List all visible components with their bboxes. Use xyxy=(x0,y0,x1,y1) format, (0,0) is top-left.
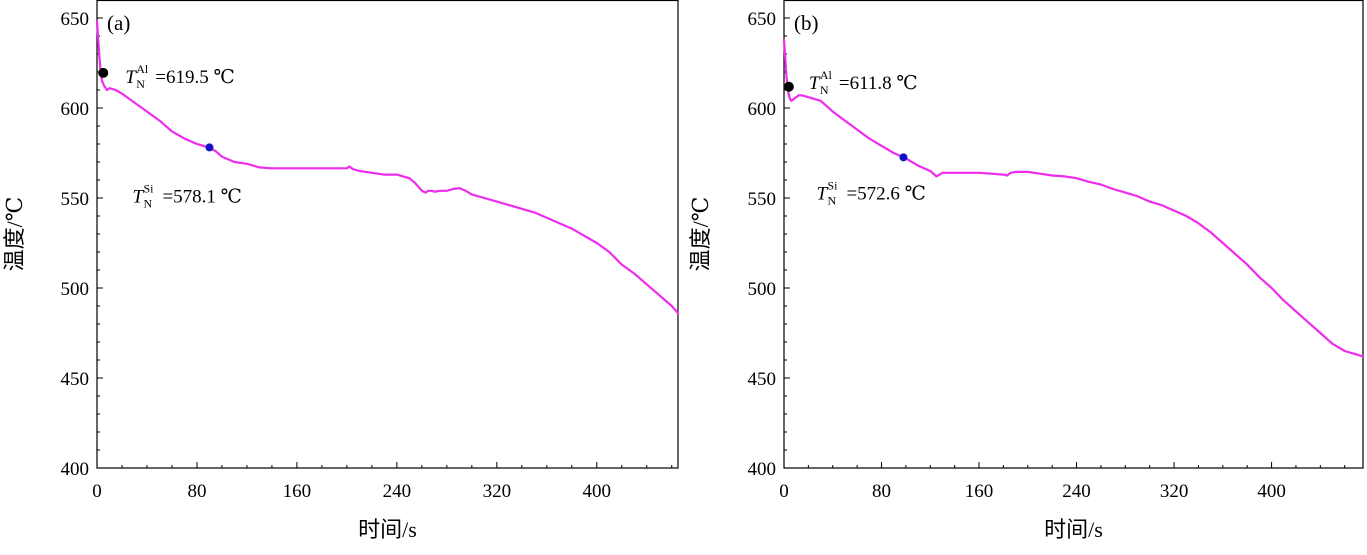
y-tick-label: 450 xyxy=(748,369,777,390)
x-tick-label: 240 xyxy=(383,481,412,502)
y-axis-title: 温度/℃ xyxy=(2,197,27,272)
y-tick-label: 650 xyxy=(61,9,90,30)
chart-panel-2: 400 450 500 550 600 650 0 80 160 240 320 400 时间/s 温度/… xyxy=(688,0,1365,542)
x-tick-label: 80 xyxy=(872,481,891,502)
y-tick-label: 650 xyxy=(748,9,777,30)
chart-panel-1: 400 450 500 550 600 650 0 80 160 240 320 400 时间/s 温度/… xyxy=(2,0,680,542)
y-tick-label: 600 xyxy=(748,99,777,120)
x-tick-label: 160 xyxy=(965,481,994,502)
annotation-superscript: Si xyxy=(827,178,838,192)
annotation-al: T AlN =619.5 ℃ xyxy=(125,62,234,91)
annotation-subscript: N xyxy=(820,83,829,97)
annotation-value: =611.8 ℃ xyxy=(839,73,918,94)
annotation-value: =572.6 ℃ xyxy=(846,183,925,204)
series-line xyxy=(782,38,1365,358)
x-tick-label: 0 xyxy=(92,481,102,502)
annotation-superscript: Si xyxy=(143,181,154,195)
annotation-subscript: N xyxy=(143,196,152,210)
x-tick-label: 320 xyxy=(483,481,512,502)
plot-frame xyxy=(783,0,1364,469)
y-tick-label: 550 xyxy=(61,189,90,210)
x-axis-title: 时间/s xyxy=(358,517,417,542)
annotation-al: T AlN =611.8 ℃ xyxy=(809,68,918,97)
y-axis-title: 温度/℃ xyxy=(688,197,713,272)
y-tick-label: 400 xyxy=(748,459,777,480)
x-axis-title: 时间/s xyxy=(1044,517,1103,542)
annotation-superscript: Al xyxy=(136,62,149,76)
annotation-symbol: T xyxy=(125,67,137,88)
x-tick-label: 0 xyxy=(779,481,789,502)
x-tick-label: 400 xyxy=(583,481,612,502)
panel-label: (a) xyxy=(107,11,130,35)
series-line xyxy=(95,20,680,315)
y-tick-label: 500 xyxy=(748,279,777,300)
x-tick-label: 320 xyxy=(1160,481,1189,502)
nucleation-point-si xyxy=(205,143,214,152)
x-tick-label: 160 xyxy=(283,481,312,502)
annotation-si: T SiN =578.1 ℃ xyxy=(132,181,241,210)
y-tick-label: 500 xyxy=(61,279,90,300)
nucleation-point-si xyxy=(899,153,908,162)
annotation-subscript: N xyxy=(136,77,145,91)
annotation-subscript: N xyxy=(827,193,836,207)
x-tick-label: 80 xyxy=(187,481,206,502)
y-tick-label: 550 xyxy=(748,189,777,210)
nucleation-point-al xyxy=(98,67,109,78)
annotation-value: =619.5 ℃ xyxy=(155,67,234,88)
x-tick-label: 400 xyxy=(1257,481,1286,502)
annotation-superscript: Al xyxy=(820,68,833,82)
annotation-si: T SiN =572.6 ℃ xyxy=(816,178,925,207)
nucleation-point-al xyxy=(783,81,794,92)
y-tick-label: 600 xyxy=(61,99,90,120)
panel-label: (b) xyxy=(794,11,819,35)
annotation-symbol: T xyxy=(816,183,828,204)
annotation-value: =578.1 ℃ xyxy=(162,186,241,207)
y-tick-label: 450 xyxy=(61,369,90,390)
y-tick-label: 400 xyxy=(61,459,90,480)
x-tick-label: 240 xyxy=(1062,481,1091,502)
annotation-symbol: T xyxy=(132,186,144,207)
annotation-symbol: T xyxy=(809,73,821,94)
